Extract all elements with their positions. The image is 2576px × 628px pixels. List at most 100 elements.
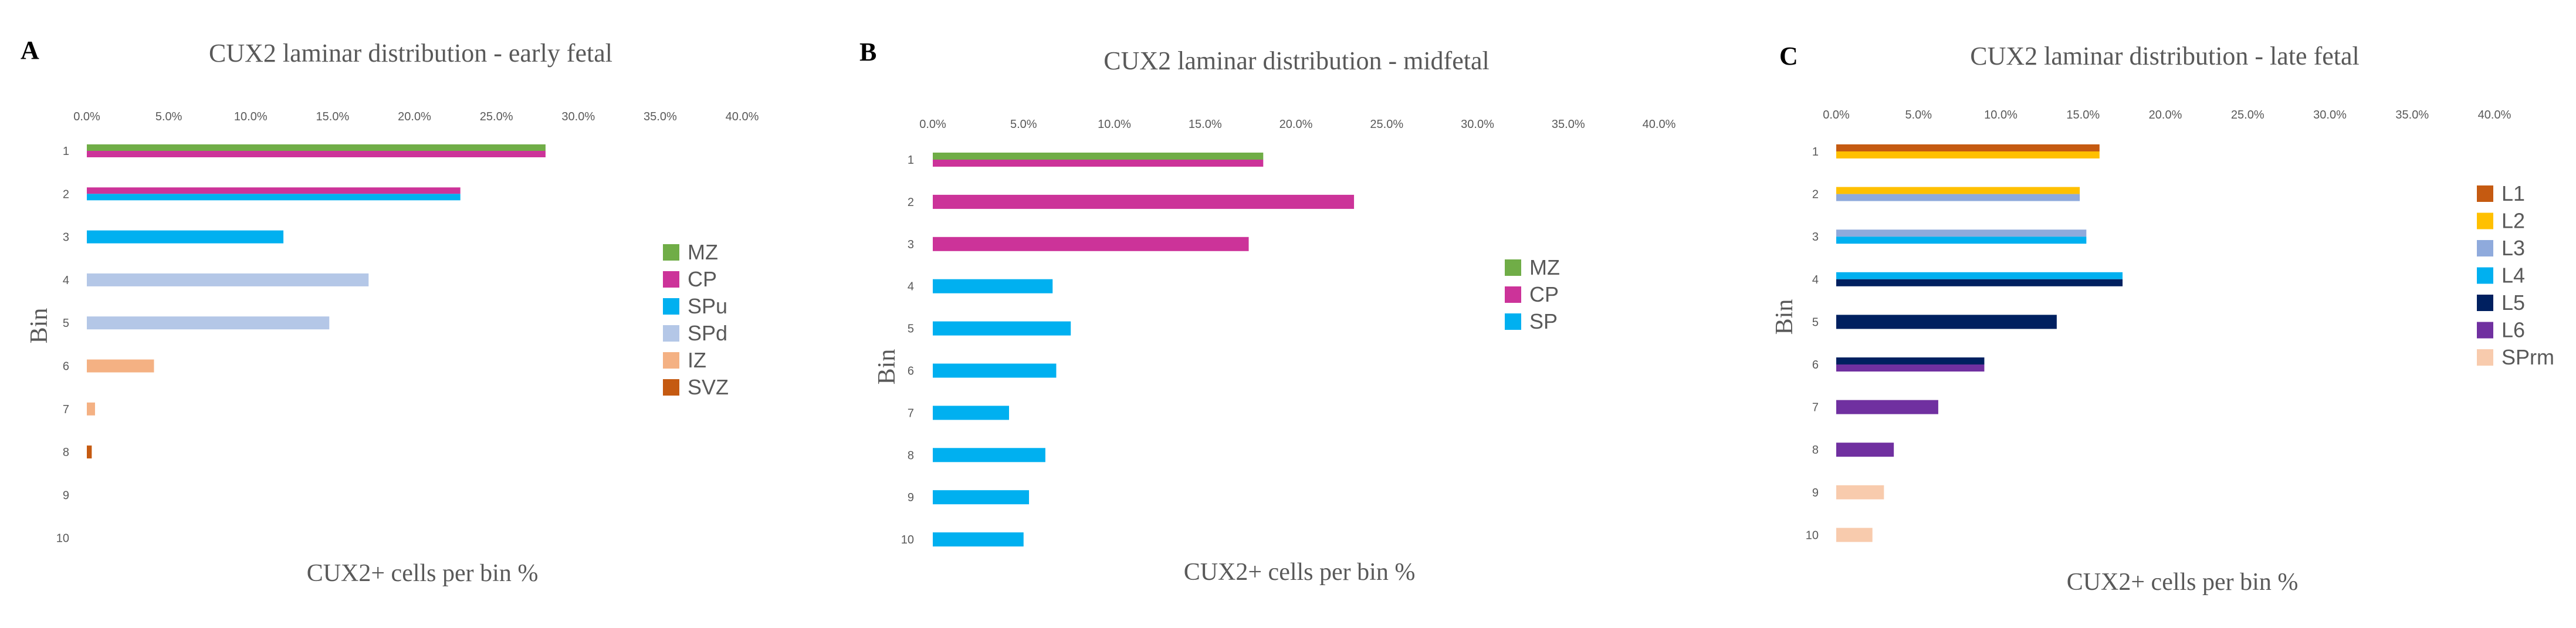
bar-cp-bin-1: [933, 160, 1264, 167]
bar-l6-bin-8: [1836, 443, 1894, 457]
x-tick-label: 5.0%: [1010, 118, 1037, 131]
legend-swatch: [2477, 295, 2493, 311]
x-tick-label: 20.0%: [2149, 109, 2182, 121]
x-tick-label: 15.0%: [316, 110, 350, 123]
bars: [1836, 144, 2123, 542]
chart-title: CUX2 laminar distribution - early fetal: [209, 39, 612, 67]
bar-spd-bin-4: [87, 273, 369, 286]
panel-letter: C: [1779, 42, 1798, 70]
legend-label: L1: [2501, 181, 2525, 205]
x-tick-label: 40.0%: [726, 110, 759, 123]
x-tick-label: 25.0%: [1370, 118, 1403, 131]
y-category-label: 2: [63, 188, 69, 201]
y-category-label: 5: [1812, 316, 1819, 329]
y-category-label: 3: [1812, 231, 1819, 244]
panel-letter: B: [859, 38, 876, 66]
y-category-label: 9: [63, 489, 69, 502]
bar-sp-bin-8: [933, 448, 1045, 462]
y-category-label: 7: [908, 407, 914, 420]
y-category-label: 7: [1812, 401, 1819, 414]
legend-label: MZ: [1529, 255, 1560, 279]
x-tick-label: 10.0%: [234, 110, 268, 123]
y-axis-label: Bin: [26, 308, 53, 344]
bar-svz-bin-8: [87, 445, 92, 459]
x-tick-label: 30.0%: [1461, 118, 1494, 131]
x-axis-label: CUX2+ cells per bin %: [307, 560, 539, 587]
bar-mz-bin-1: [933, 153, 1264, 160]
bar-cp-bin-2: [87, 187, 461, 194]
y-axis-label: Bin: [874, 349, 901, 385]
y-category-label: 5: [63, 317, 69, 330]
y-category-label: 1: [63, 145, 69, 158]
x-tick-label: 0.0%: [1823, 109, 1850, 121]
x-axis-ticks: 0.0% 5.0% 10.0% 15.0% 20.0% 25.0% 30.0% 35.0% 40…: [73, 110, 759, 123]
bar-sp-bin-9: [933, 490, 1030, 505]
bar-iz-bin-6: [87, 359, 154, 373]
y-category-label: 6: [908, 365, 914, 378]
bar-l2-bin-1: [1836, 151, 2100, 158]
x-axis-ticks: 0.0% 5.0% 10.0% 15.0% 20.0% 25.0% 30.0% 35.0% 40…: [1823, 109, 2511, 121]
y-category-label: 8: [1812, 444, 1819, 457]
x-tick-label: 15.0%: [1189, 118, 1222, 131]
y-category-label: 10: [901, 534, 914, 546]
bar-spd-bin-5: [87, 316, 330, 330]
legend-label: SVZ: [688, 375, 729, 399]
x-tick-label: 20.0%: [1279, 118, 1313, 131]
y-category-label: 8: [908, 449, 914, 462]
bar-sp-bin-6: [933, 363, 1057, 378]
legend-swatch: [2477, 240, 2493, 256]
legend-label: CP: [688, 267, 717, 291]
x-tick-label: 35.0%: [1552, 118, 1585, 131]
legend-swatch: [2477, 212, 2493, 229]
y-category-label: 4: [1812, 274, 1819, 286]
chart-title: CUX2 laminar distribution - midfetal: [1103, 46, 1489, 75]
y-category-label: 4: [63, 274, 69, 287]
bar-l4-bin-3: [1836, 237, 2087, 244]
x-tick-label: 40.0%: [2478, 109, 2511, 121]
legend-swatch: [663, 298, 679, 315]
x-tick-label: 35.0%: [644, 110, 677, 123]
legend-label: CP: [1529, 282, 1559, 306]
x-axis-ticks: 0.0% 5.0% 10.0% 15.0% 20.0% 25.0% 30.0% 35.0% 40…: [919, 118, 1675, 131]
y-category-label: 6: [63, 360, 69, 373]
legend-label: SPrm: [2501, 345, 2554, 369]
bar-cp-bin-2: [933, 194, 1355, 209]
x-tick-label: 0.0%: [73, 110, 100, 123]
bar-mz-bin-1: [87, 144, 546, 151]
bar-iz-bin-7: [87, 402, 95, 416]
x-tick-label: 5.0%: [155, 110, 182, 123]
bar-l2-bin-2: [1836, 187, 2080, 194]
y-axis-label: Bin: [1771, 299, 1798, 335]
y-category-label: 3: [63, 231, 69, 244]
bar-sp-bin-10: [933, 532, 1024, 547]
chart-title: CUX2 laminar distribution - late fetal: [1970, 42, 2360, 70]
bar-sprm-bin-10: [1836, 528, 1873, 542]
y-category-label: 9: [908, 491, 914, 504]
bar-l1-bin-1: [1836, 144, 2100, 151]
x-tick-label: 5.0%: [1905, 109, 1932, 121]
x-tick-label: 25.0%: [2231, 109, 2264, 121]
bar-sp-bin-7: [933, 406, 1009, 420]
y-category-label: 2: [1812, 188, 1819, 201]
y-category-label: 9: [1812, 487, 1819, 499]
bar-sp-bin-5: [933, 321, 1071, 336]
legend-swatch: [663, 325, 679, 342]
legend-label: SPu: [688, 294, 727, 318]
bar-l3-bin-2: [1836, 194, 2080, 201]
legend-label: L2: [2501, 209, 2525, 233]
bar-l4-bin-4: [1836, 272, 2123, 279]
legend-label: SP: [1529, 309, 1558, 333]
legend-label: L6: [2501, 318, 2525, 342]
x-axis-label: CUX2+ cells per bin %: [2067, 569, 2299, 596]
x-tick-label: 30.0%: [2313, 109, 2347, 121]
legend-swatch: [1505, 286, 1521, 303]
x-tick-label: 15.0%: [2066, 109, 2100, 121]
bars: [87, 144, 546, 459]
y-category-label: 1: [908, 154, 914, 167]
bar-cp-bin-3: [933, 237, 1249, 251]
x-tick-label: 35.0%: [2395, 109, 2429, 121]
legend-swatch: [2477, 349, 2493, 366]
x-tick-label: 10.0%: [1984, 109, 2018, 121]
panel-letter: A: [21, 36, 39, 65]
